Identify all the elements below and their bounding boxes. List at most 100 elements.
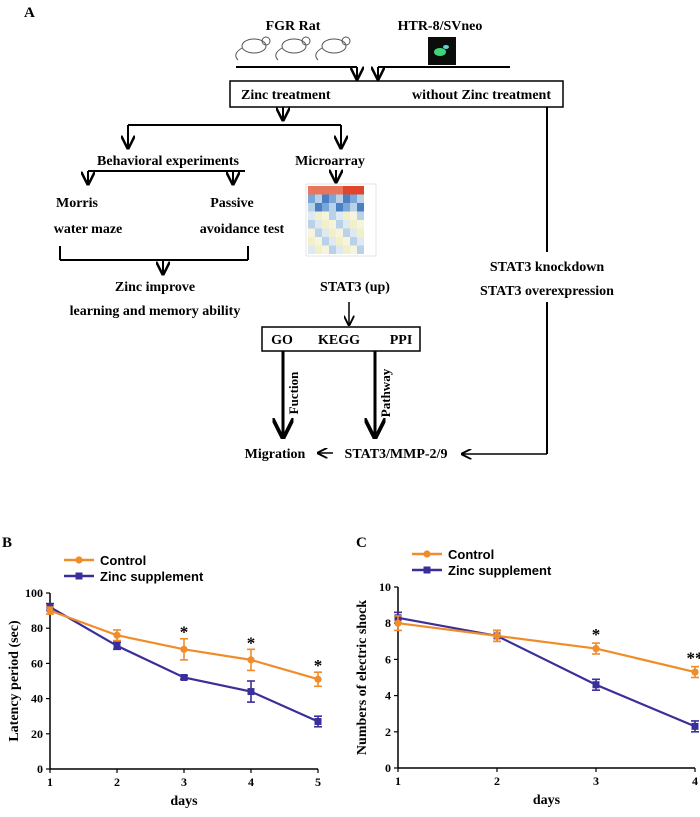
data-point xyxy=(46,607,54,615)
x-tick-label: 3 xyxy=(181,775,187,789)
heatmap-cell xyxy=(308,237,315,246)
heatmap-cell xyxy=(322,194,329,203)
microarray-label: Microarray xyxy=(295,154,365,169)
data-point xyxy=(180,645,188,653)
y-tick-label: 4 xyxy=(385,689,391,703)
stat3-manip-backdrop xyxy=(466,252,628,302)
cell-micrograph xyxy=(428,37,456,65)
overexpression-label: STAT3 overexpression xyxy=(480,284,614,299)
heatmap-cell xyxy=(343,228,350,237)
x-tick-label: 1 xyxy=(395,774,401,788)
x-tick-label: 2 xyxy=(114,775,120,789)
y-tick-label: 0 xyxy=(37,762,43,776)
significance-marker: * xyxy=(247,633,256,652)
x-axis-label: days xyxy=(533,793,561,808)
heatmap-cell xyxy=(350,186,357,195)
heatmap-cell xyxy=(315,237,322,246)
y-tick-label: 60 xyxy=(31,656,43,670)
zinc-treatment-box xyxy=(229,80,564,108)
x-tick-label: 4 xyxy=(248,775,254,789)
rat-icons xyxy=(235,36,351,61)
heatmap-cell xyxy=(336,228,343,237)
zinc-improve-label-1: Zinc improve xyxy=(115,280,195,295)
y-tick-label: 6 xyxy=(385,652,391,666)
migration-label: Migration xyxy=(245,447,306,462)
heatmap-cell xyxy=(336,194,343,203)
heatmap-cell xyxy=(343,211,350,220)
heatmap-cell xyxy=(343,194,350,203)
heatmap-cell xyxy=(350,220,357,229)
pathway-label: Pathway xyxy=(378,368,393,417)
without-zinc-label: without Zinc treatment xyxy=(412,88,551,103)
data-point xyxy=(592,644,600,653)
heatmap-cell xyxy=(308,228,315,237)
significance-marker: * xyxy=(592,625,601,644)
heatmap-cell xyxy=(308,186,315,195)
chart-b: 0 20 40 60 80 100 1 2 3 4 5 days Latency period (sec… xyxy=(7,553,322,809)
morris-label-2: water maze xyxy=(54,222,123,237)
heatmap-cell xyxy=(343,186,350,195)
legend-label: Zinc supplement xyxy=(448,563,552,578)
legend-marker xyxy=(75,556,83,564)
heatmap-cell xyxy=(308,211,315,220)
legend-marker xyxy=(423,566,431,574)
ppi-label: PPI xyxy=(390,333,413,348)
heatmap-cell xyxy=(315,228,322,237)
heatmap-cell xyxy=(315,211,322,220)
series-line-control xyxy=(397,622,696,674)
x-tick-label: 4 xyxy=(692,774,698,788)
significance-marker: ** xyxy=(687,649,700,668)
heatmap-cell xyxy=(308,194,315,203)
heatmap-cell xyxy=(329,237,336,246)
heatmap-cell xyxy=(329,203,336,212)
panel-a: A FGR Rat HTR-8/SVneo Zinc tr xyxy=(24,5,628,462)
stat3-up-label: STAT3 (up) xyxy=(320,280,390,295)
heatmap-cell xyxy=(322,237,329,246)
heatmap-cell xyxy=(329,245,336,254)
heatmap-thumbnail xyxy=(305,183,377,257)
heatmap-cell xyxy=(336,186,343,195)
kegg-label: KEGG xyxy=(318,333,360,348)
rat-icon xyxy=(275,36,311,61)
heatmap-cell xyxy=(343,245,350,254)
heatmap-cell xyxy=(357,228,364,237)
y-tick-label: 40 xyxy=(31,692,43,706)
x-tick-label: 5 xyxy=(315,775,321,789)
heatmap-cell xyxy=(350,211,357,220)
heatmap-cell xyxy=(329,186,336,195)
heatmap-cell xyxy=(357,186,364,195)
data-point xyxy=(247,688,255,696)
heatmap-cell xyxy=(315,203,322,212)
heatmap-cell xyxy=(357,211,364,220)
data-point xyxy=(113,642,121,650)
heatmap-cell xyxy=(357,220,364,229)
y-tick-label: 80 xyxy=(31,621,43,635)
data-point xyxy=(493,632,501,640)
fuction-label: Fuction xyxy=(286,371,301,414)
legend-label: Zinc supplement xyxy=(100,569,204,584)
heatmap-cell xyxy=(322,245,329,254)
stat3-mmp-label: STAT3/MMP-2/9 xyxy=(345,447,448,462)
heatmap-cell xyxy=(315,194,322,203)
panel-b: B 0 20 40 60 80 100 1 2 3 4 5 days Latency period (s… xyxy=(2,535,322,809)
zinc-improve-label-2: learning and memory ability xyxy=(70,304,241,319)
panel-c-label: C xyxy=(356,535,367,551)
heatmap-cell xyxy=(336,211,343,220)
heatmap-cell xyxy=(343,203,350,212)
heatmap-cell xyxy=(315,220,322,229)
y-tick-label: 10 xyxy=(379,580,391,594)
legend-marker xyxy=(75,572,83,580)
heatmap-cell xyxy=(308,220,315,229)
heatmap-cell xyxy=(336,220,343,229)
fgr-rat-label: FGR Rat xyxy=(266,19,321,34)
significance-marker: * xyxy=(314,656,323,675)
data-point xyxy=(691,722,699,730)
heatmap-cell xyxy=(336,203,343,212)
heatmap-cell xyxy=(357,203,364,212)
rat-icon xyxy=(315,36,351,61)
data-point xyxy=(113,631,121,639)
legend-label: Control xyxy=(100,553,146,568)
heatmap-cell xyxy=(322,228,329,237)
